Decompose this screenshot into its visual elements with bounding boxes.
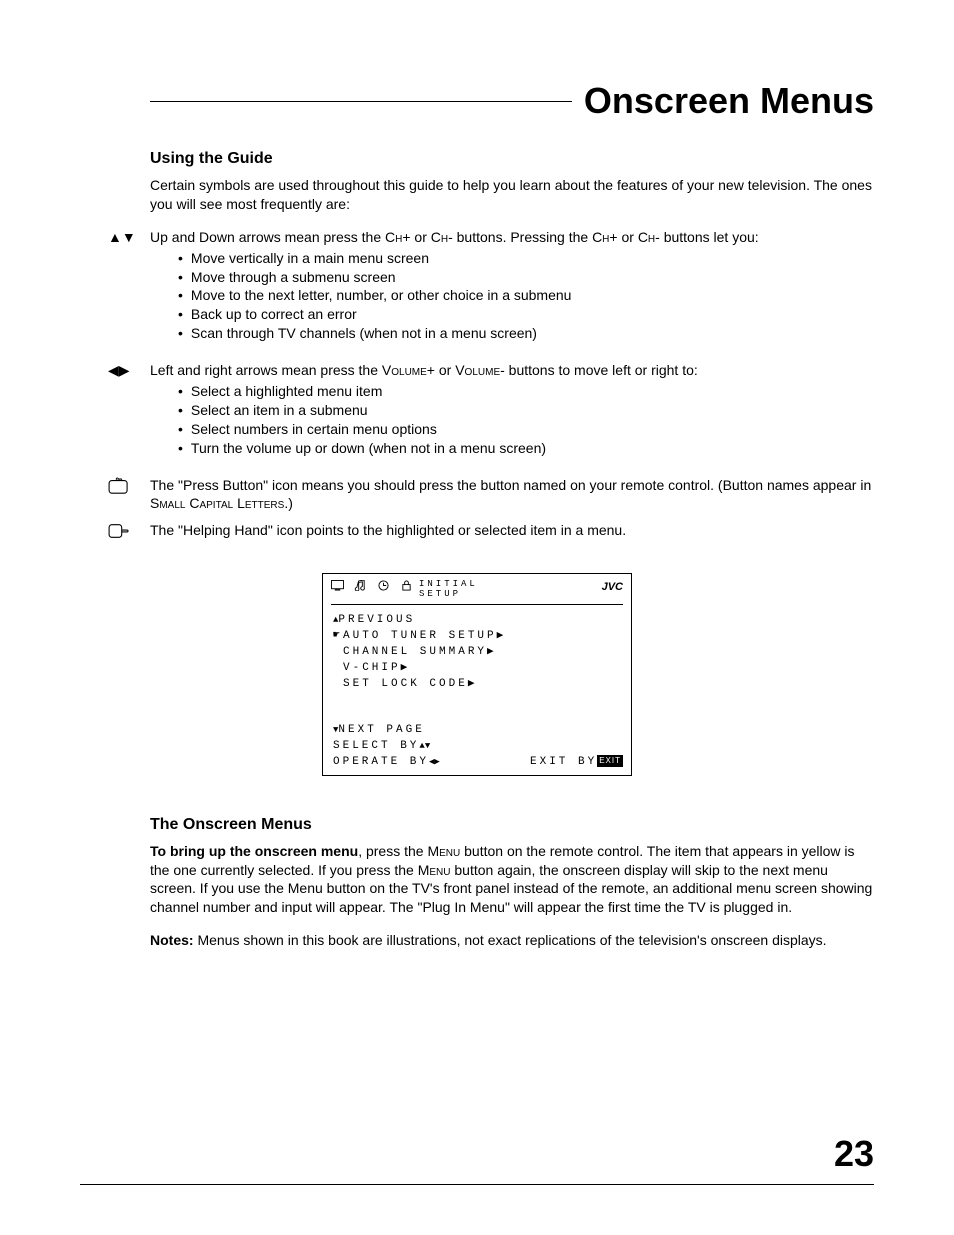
osd-body: ▲PREVIOUS ☛AUTO TUNER SETUP▶ CHANNEL SUM… xyxy=(331,613,623,771)
text: Left and right arrows mean press the xyxy=(150,362,382,378)
page-number: 23 xyxy=(834,1133,874,1175)
text: buttons let you: xyxy=(660,229,759,245)
osd-exit-hint: EXIT BYEXIT xyxy=(530,755,623,771)
music-icon xyxy=(354,580,367,591)
symbol-row-helphand: The "Helping Hand" icon points to the hi… xyxy=(150,521,874,543)
exit-badge: EXIT xyxy=(597,755,623,767)
hand-press-icon xyxy=(108,477,130,495)
updown-arrows-icon: ▲▼ xyxy=(419,740,430,753)
pointer-icon: ☛ xyxy=(333,629,343,645)
section-heading-onscreen: The Onscreen Menus xyxy=(150,816,874,834)
updown-description: Up and Down arrows mean press the Ch+ or… xyxy=(150,228,874,357)
text: OPERATE BY xyxy=(333,756,429,768)
manual-page: Onscreen Menus Using the Guide Certain s… xyxy=(0,0,954,1235)
hand-point-icon xyxy=(108,522,130,540)
right-arrow-icon: ▶ xyxy=(401,662,411,674)
list-item: Select numbers in certain menu options xyxy=(150,420,874,439)
leftright-bullets: Select a highlighted menu item Select an… xyxy=(150,382,874,458)
page-title: Onscreen Menus xyxy=(584,80,874,122)
button-name: Menu xyxy=(427,843,460,859)
text: Up and Down arrows mean press the xyxy=(150,229,385,245)
text: The "Press Button" icon means you should… xyxy=(150,477,871,493)
right-arrow-icon: ▶ xyxy=(497,630,507,642)
text: SETUP xyxy=(419,590,602,600)
symbol-row-updown: ▲▼ Up and Down arrows mean press the Ch+… xyxy=(150,228,874,357)
osd-operate-hint: OPERATE BY◀▶ xyxy=(333,755,440,771)
bottom-rule xyxy=(80,1184,874,1185)
left-right-arrows-icon: ◀▶ xyxy=(108,361,150,379)
title-row: Onscreen Menus xyxy=(150,80,874,122)
text: EXIT BY xyxy=(530,756,597,768)
title-rule xyxy=(150,101,572,102)
button-name: Ch+ xyxy=(385,229,411,245)
onscreen-paragraph: To bring up the onscreen menu, press the… xyxy=(150,842,874,918)
right-arrow-icon: ▶ xyxy=(468,678,478,690)
list-item: Move through a submenu screen xyxy=(150,268,874,287)
text: SELECT BY xyxy=(333,740,419,752)
text: SET LOCK CODE xyxy=(343,678,468,690)
leftright-description: Left and right arrows mean press the Vol… xyxy=(150,361,874,471)
text: V-CHIP xyxy=(343,662,401,674)
clock-icon xyxy=(377,580,390,591)
helping-hand-icon xyxy=(108,521,150,543)
osd-brand: JVC xyxy=(602,580,623,596)
list-item: Move vertically in a main menu screen xyxy=(150,249,874,268)
notes-label: Notes: xyxy=(150,932,194,948)
osd-item: CHANNEL SUMMARY▶ xyxy=(333,645,623,661)
intro-paragraph: Certain symbols are used throughout this… xyxy=(150,176,874,214)
button-name: Ch+ xyxy=(592,229,618,245)
text: PREVIOUS xyxy=(338,614,415,626)
text: buttons. Pressing the xyxy=(453,229,592,245)
pressbutton-description: The "Press Button" icon means you should… xyxy=(150,476,874,514)
osd-select-hint: SELECT BY▲▼ xyxy=(333,739,623,755)
symbol-row-pressbutton: The "Press Button" icon means you should… xyxy=(150,476,874,514)
osd-footer: OPERATE BY◀▶ EXIT BYEXIT xyxy=(333,755,623,771)
list-item: Select a highlighted menu item xyxy=(150,382,874,401)
updown-bullets: Move vertically in a main menu screen Mo… xyxy=(150,249,874,343)
text: NEXT PAGE xyxy=(338,724,424,736)
osd-tab-icons xyxy=(331,580,413,591)
text: .) xyxy=(284,495,293,511)
list-item: Move to the next letter, number, or othe… xyxy=(150,286,874,305)
helphand-description: The "Helping Hand" icon points to the hi… xyxy=(150,521,874,540)
text: or xyxy=(435,362,455,378)
text: or xyxy=(411,229,431,245)
button-name: Volume- xyxy=(455,362,505,378)
section-heading-guide: Using the Guide xyxy=(150,150,874,168)
leftright-arrows-icon: ◀▶ xyxy=(429,756,440,769)
osd-item-selected: ☛AUTO TUNER SETUP▶ xyxy=(333,629,623,645)
right-arrow-icon: ▶ xyxy=(487,646,497,658)
osd-item: SET LOCK CODE▶ xyxy=(333,677,623,693)
osd-next: ▼NEXT PAGE xyxy=(333,723,623,739)
tv-icon xyxy=(331,580,344,591)
button-name: Volume+ xyxy=(382,362,435,378)
notes-paragraph: Notes: Menus shown in this book are illu… xyxy=(150,931,874,950)
text: buttons to move left or right to: xyxy=(505,362,698,378)
osd-previous: ▲PREVIOUS xyxy=(333,613,623,629)
button-name: Menu xyxy=(418,862,451,878)
text: Small Capital Letters xyxy=(150,495,284,511)
lock-icon xyxy=(400,580,413,591)
button-name: Ch- xyxy=(638,229,660,245)
bold-lead: To bring up the onscreen menu xyxy=(150,843,358,859)
text: AUTO TUNER SETUP xyxy=(343,630,497,642)
osd-item: V-CHIP▶ xyxy=(333,661,623,677)
list-item: Turn the volume up or down (when not in … xyxy=(150,439,874,458)
list-item: Scan through TV channels (when not in a … xyxy=(150,324,874,343)
text: or xyxy=(618,229,638,245)
list-item: Back up to correct an error xyxy=(150,305,874,324)
text: Menus shown in this book are illustratio… xyxy=(194,932,827,948)
press-button-icon xyxy=(108,476,150,498)
text: , press the xyxy=(358,843,427,859)
up-down-arrows-icon: ▲▼ xyxy=(108,228,150,245)
osd-header-label: INITIAL SETUP xyxy=(419,580,602,600)
list-item: Select an item in a submenu xyxy=(150,401,874,420)
text: CHANNEL SUMMARY xyxy=(343,646,487,658)
osd-screenshot: INITIAL SETUP JVC ▲PREVIOUS ☛AUTO TUNER … xyxy=(322,573,632,775)
button-name: Ch- xyxy=(431,229,453,245)
symbol-row-leftright: ◀▶ Left and right arrows mean press the … xyxy=(150,361,874,471)
osd-header: INITIAL SETUP JVC xyxy=(331,580,623,605)
